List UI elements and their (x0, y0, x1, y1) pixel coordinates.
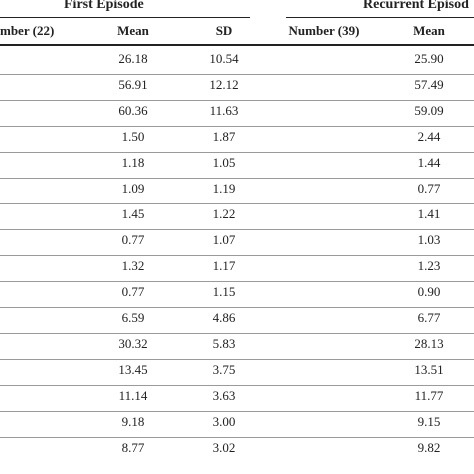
column-header-first-sd: SD (215, 23, 233, 38)
row-divider (0, 229, 474, 231)
cell-first-sd: 12.12 (209, 76, 239, 92)
group-header-recurrent-episode: Recurrent Episod (363, 0, 469, 12)
cell-recurrent-mean: 59.09 (414, 102, 444, 118)
cell-recurrent-mean: 1.41 (417, 206, 441, 222)
cell-recurrent-mean: 9.15 (417, 413, 441, 429)
cell-first-mean: 9.18 (121, 413, 145, 429)
cell-first-mean: 1.45 (121, 206, 145, 222)
cell-recurrent-mean: 0.77 (417, 180, 441, 196)
row-divider (0, 255, 474, 257)
row-divider (0, 281, 474, 283)
cell-recurrent-mean: 25.90 (414, 51, 444, 66)
row-divider (0, 99, 474, 101)
row-divider (0, 410, 474, 412)
column-header-recurrent-number: Number (39) (288, 23, 360, 38)
cell-first-sd: 11.63 (209, 102, 239, 118)
cell-first-mean: 1.32 (121, 258, 145, 274)
cell-first-mean: 26.18 (118, 51, 148, 66)
row-divider (0, 384, 474, 386)
cell-first-sd: 1.22 (212, 206, 236, 222)
cell-first-mean: 1.18 (121, 154, 145, 170)
column-header-recurrent-mean: Mean (413, 23, 445, 38)
cell-recurrent-mean: 0.90 (417, 284, 441, 300)
cell-first-sd: 3.02 (212, 439, 236, 455)
group-header-first-episode: First Episode (64, 0, 144, 12)
cell-first-mean: 0.77 (121, 232, 145, 248)
cell-recurrent-mean: 28.13 (414, 335, 444, 351)
cell-first-mean: 13.45 (118, 361, 148, 377)
cell-recurrent-mean: 1.23 (417, 258, 441, 274)
cell-recurrent-mean: 1.03 (417, 232, 441, 248)
row-divider (0, 332, 474, 334)
cell-recurrent-mean: 11.77 (414, 387, 444, 403)
cell-first-sd: 4.86 (212, 310, 236, 325)
row-divider (0, 73, 474, 75)
cell-recurrent-mean: 2.44 (417, 128, 441, 144)
cell-first-sd: 1.07 (212, 232, 236, 248)
cell-first-sd: 1.87 (212, 128, 236, 144)
cell-first-mean: 11.14 (118, 387, 148, 403)
cell-first-sd: 10.54 (209, 51, 239, 66)
cell-first-mean: 0.77 (121, 284, 145, 300)
row-divider (0, 125, 474, 127)
cell-first-sd: 5.83 (212, 335, 236, 351)
row-divider (0, 151, 474, 153)
cell-first-mean: 60.36 (118, 102, 148, 118)
cell-recurrent-mean: 9.82 (417, 439, 441, 455)
row-divider (0, 203, 474, 205)
cell-first-mean: 1.09 (121, 180, 145, 196)
cell-recurrent-mean: 57.49 (414, 76, 444, 92)
cell-first-mean: 30.32 (118, 335, 148, 351)
row-divider (0, 177, 474, 179)
cell-first-sd: 3.00 (212, 413, 236, 429)
row-divider (0, 358, 474, 360)
cell-first-sd: 1.15 (212, 284, 236, 300)
cell-first-sd: 1.05 (212, 154, 236, 170)
cell-first-sd: 3.63 (212, 387, 236, 403)
row-divider (0, 436, 474, 438)
column-header-first-number: mber (22) (0, 23, 55, 38)
cell-first-sd: 3.75 (212, 361, 236, 377)
cell-recurrent-mean: 1.44 (417, 154, 441, 170)
cell-recurrent-mean: 13.51 (414, 361, 444, 377)
cell-first-mean: 8.77 (121, 439, 145, 455)
cell-first-mean: 6.59 (121, 310, 145, 325)
header-rule (0, 44, 474, 46)
cell-first-mean: 56.91 (118, 76, 148, 92)
cell-first-sd: 1.17 (212, 258, 236, 274)
cell-first-mean: 1.50 (121, 128, 145, 144)
group-rule-first-episode (0, 17, 250, 18)
cell-first-sd: 1.19 (212, 180, 236, 196)
row-divider (0, 307, 474, 308)
column-header-first-mean: Mean (117, 23, 149, 38)
cell-recurrent-mean: 6.77 (417, 310, 441, 325)
group-rule-recurrent-episode (286, 17, 474, 18)
